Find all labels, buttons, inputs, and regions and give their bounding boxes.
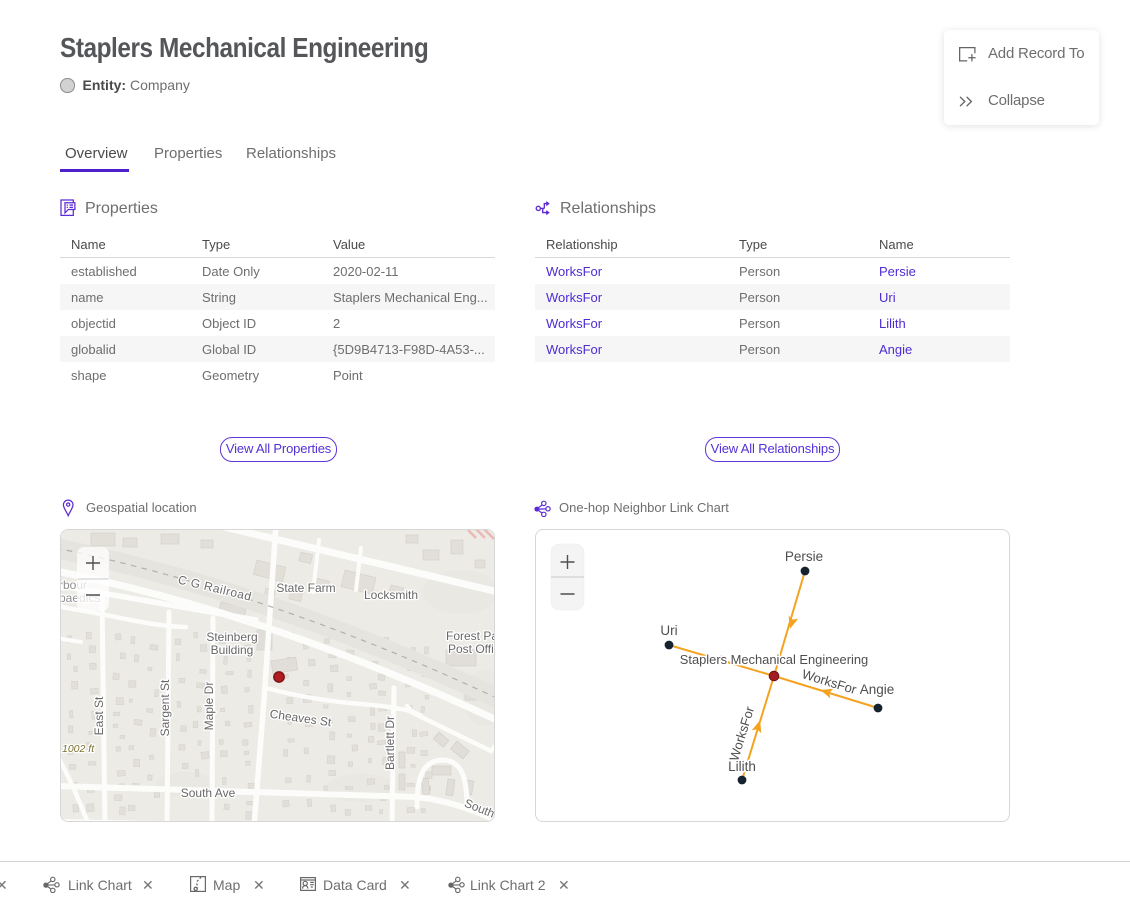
svg-text:Maple Dr: Maple Dr	[202, 682, 216, 731]
svg-text:East St: East St	[92, 696, 106, 735]
svg-text:Bartlett Dr: Bartlett Dr	[383, 716, 397, 770]
svg-text:South Ave: South Ave	[181, 786, 236, 800]
svg-text:Sargent St: Sargent St	[158, 679, 172, 736]
svg-text:Uri: Uri	[660, 623, 677, 638]
svg-text:State Farm: State Farm	[276, 581, 335, 595]
svg-text:Steinberg: Steinberg	[206, 630, 257, 644]
svg-text:Angie: Angie	[860, 682, 895, 697]
svg-text:Staplers Mechanical Engineerin: Staplers Mechanical Engineering	[680, 652, 868, 667]
svg-text:Forest Par: Forest Par	[446, 629, 494, 643]
svg-text:Persie: Persie	[785, 549, 823, 564]
svg-text:1002 ft: 1002 ft	[62, 743, 95, 755]
svg-text:WorksFor: WorksFor	[726, 704, 757, 763]
svg-text:Lilith: Lilith	[728, 759, 756, 774]
svg-text:Locksmith: Locksmith	[364, 588, 418, 602]
svg-text:Building: Building	[211, 643, 254, 657]
svg-text:Post Offic: Post Offic	[448, 642, 494, 656]
